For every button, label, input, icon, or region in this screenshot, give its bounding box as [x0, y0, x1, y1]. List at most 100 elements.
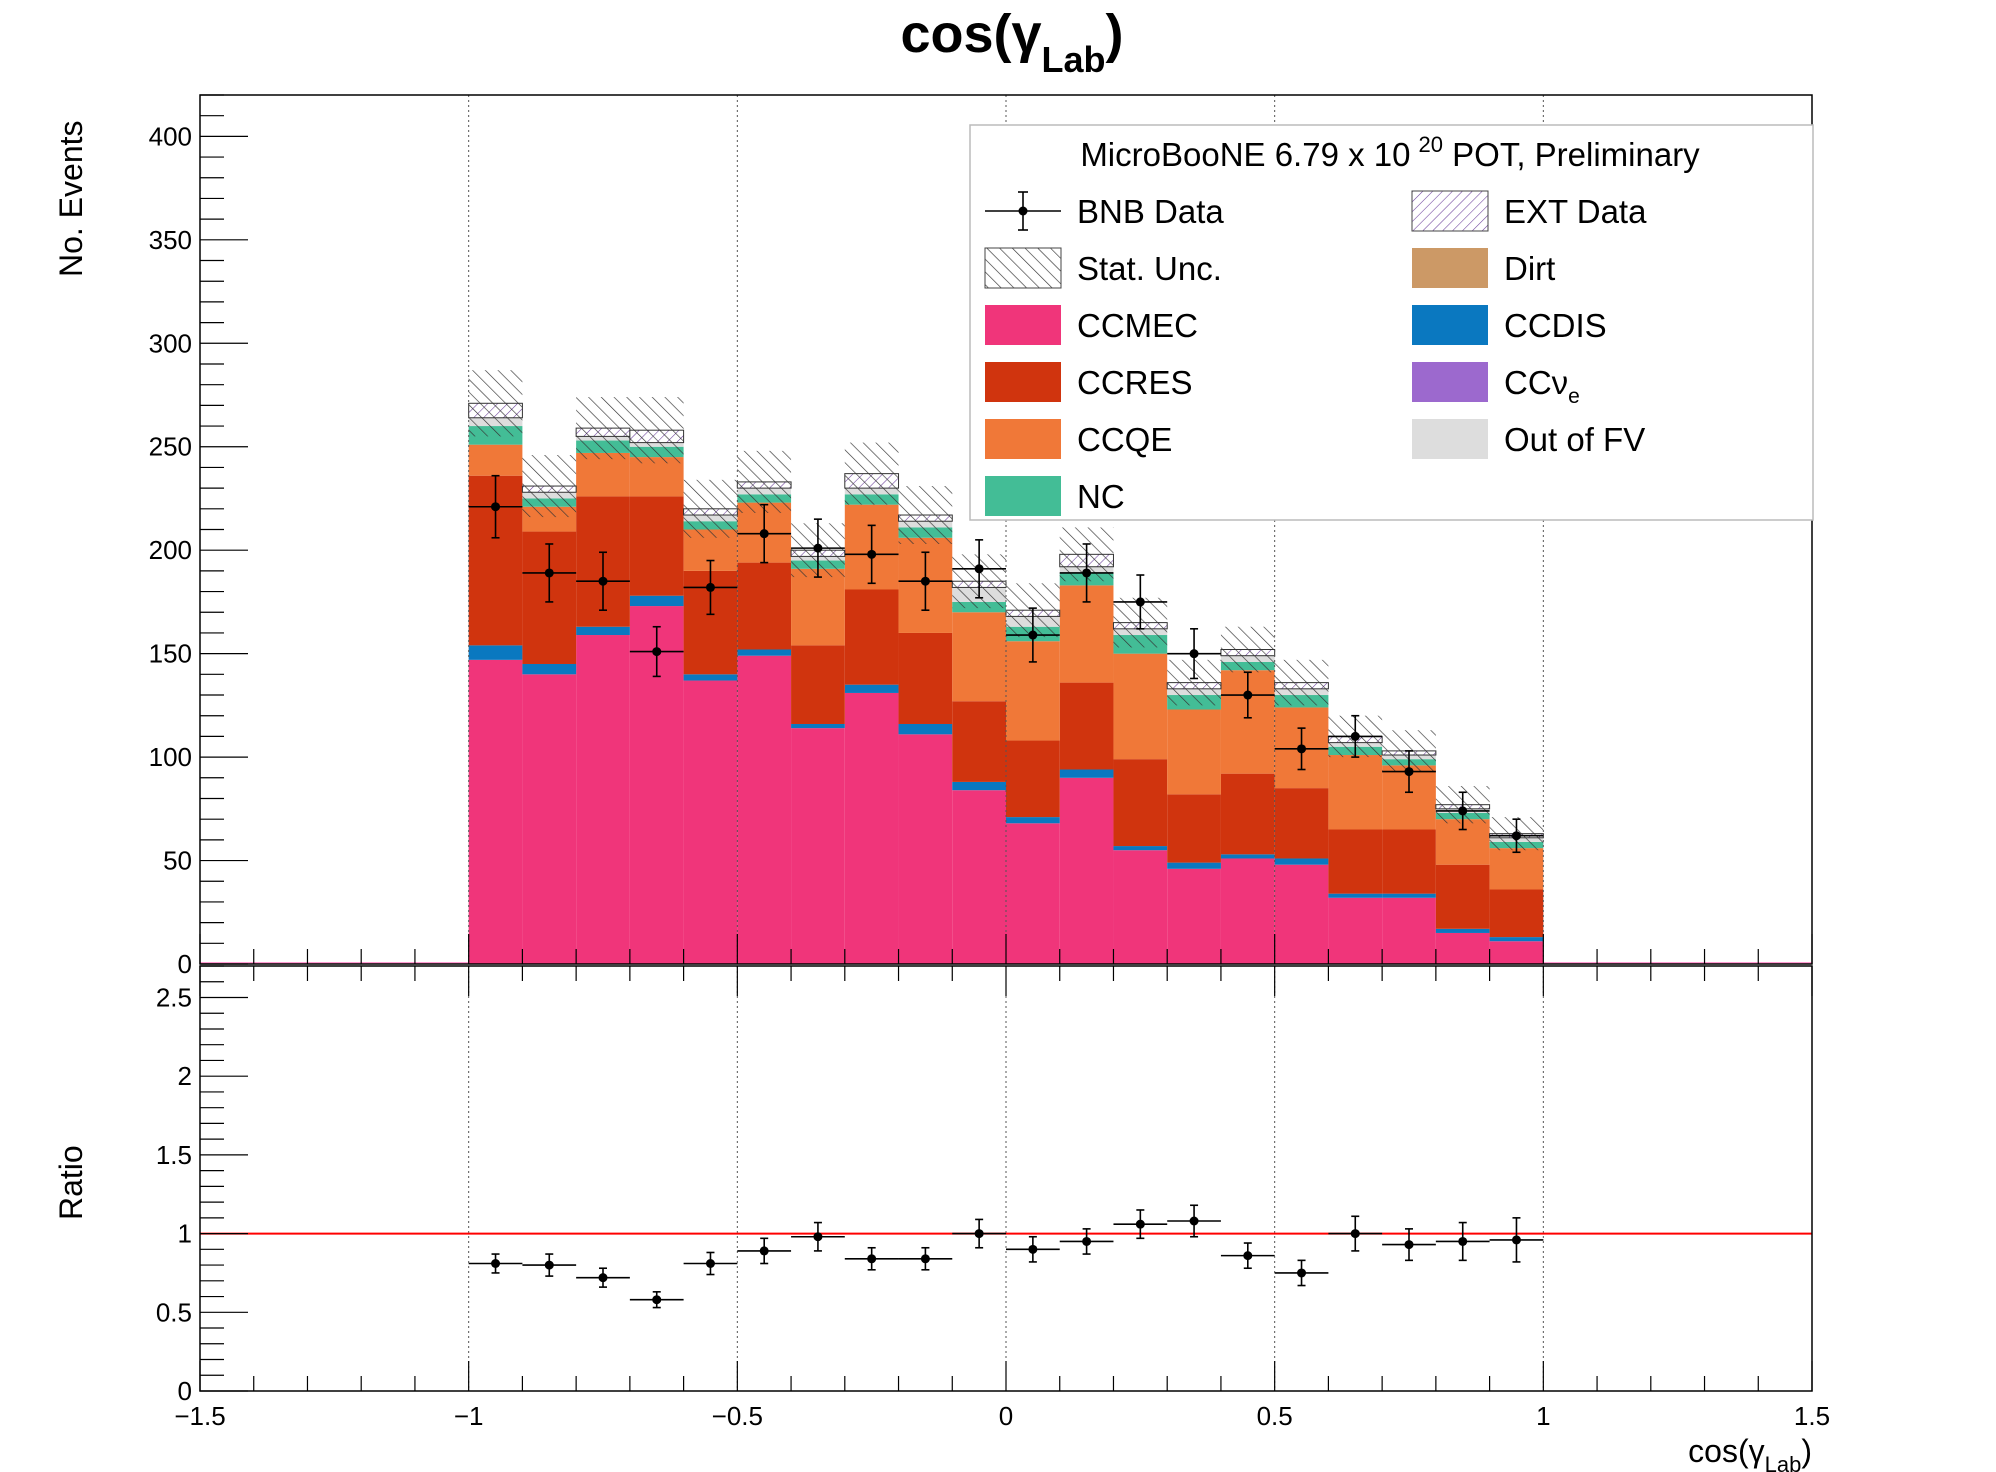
data-point-6 — [791, 518, 845, 578]
legend-label-text-stat: Stat. Unc. — [1077, 250, 1222, 287]
data-marker-18 — [1458, 806, 1468, 816]
bar-ccdis-17 — [1382, 893, 1436, 898]
x-tick-label-0: −1.5 — [174, 1401, 225, 1431]
bar-ccqe-19 — [1489, 848, 1544, 890]
bar-ccdis-12 — [1113, 846, 1168, 851]
data-point-10 — [1006, 607, 1060, 663]
ratio-ytick-label-2: 1 — [178, 1219, 192, 1249]
legend-label-dirt: Dirt — [1504, 250, 1555, 287]
data-point-8 — [898, 551, 953, 611]
legend-label-sub-ccnue: e — [1568, 385, 1580, 408]
bar-ccres-7 — [844, 589, 899, 685]
bar-ccdis-3 — [629, 595, 684, 607]
data-point-11 — [1059, 543, 1114, 603]
x-axis-title: cos(γLab) — [1688, 1433, 1812, 1472]
stat-unc-2 — [576, 397, 630, 460]
legend-swatch-ccdis — [1412, 305, 1488, 345]
bar-ccmec-4 — [683, 680, 738, 964]
data-point-16 — [1328, 714, 1383, 758]
bar-ccmec-18 — [1435, 932, 1490, 964]
bar-ccqe-9 — [952, 612, 1006, 702]
ratio-marker-6 — [813, 1232, 823, 1242]
ratio-point-11 — [1059, 1228, 1114, 1255]
legend-entry-stat: Stat. Unc. — [984, 247, 1222, 289]
bar-ccmec-15 — [1274, 864, 1329, 964]
data-point-2 — [576, 551, 630, 611]
bar-ccdis-14 — [1220, 854, 1275, 859]
main-data-points — [468, 474, 1544, 854]
bar-ccdis-10 — [1006, 817, 1060, 824]
bar-ccdis-5 — [737, 649, 792, 656]
stat-unc-0 — [468, 370, 523, 437]
bar-ccres-12 — [1113, 759, 1168, 847]
legend-entry-nc: NC — [985, 476, 1125, 516]
main-ytick-label-0: 0 — [178, 949, 192, 979]
data-point-14 — [1220, 671, 1275, 719]
bar-ccres-13 — [1167, 794, 1221, 863]
ratio-point-7 — [844, 1246, 899, 1271]
data-marker-14 — [1243, 690, 1253, 700]
bar-ccdis-2 — [576, 626, 630, 636]
bar-ccqe-3 — [629, 457, 684, 497]
ratio-point-6 — [791, 1221, 845, 1252]
bar-ccmec-6 — [791, 728, 845, 964]
bar-ccdis-16 — [1328, 893, 1383, 898]
bar-ccdis-11 — [1059, 769, 1114, 778]
ratio-point-8 — [898, 1246, 953, 1271]
data-marker-9 — [974, 564, 984, 574]
x-tick-label-1: −1 — [454, 1401, 484, 1431]
bar-ccmec-9 — [952, 790, 1006, 964]
data-point-12 — [1113, 574, 1168, 630]
bar-ccdis-19 — [1489, 937, 1544, 942]
x-tick-label-5: 1 — [1536, 1401, 1550, 1431]
ratio-ytick-label-5: 2.5 — [156, 982, 192, 1012]
legend-entry-ccdis: CCDIS — [1412, 305, 1607, 345]
stat-unc-1 — [522, 455, 577, 518]
bar-ccmec-5 — [737, 655, 792, 964]
bar-ccqe-13 — [1167, 709, 1221, 795]
bar-ccmec-11 — [1059, 777, 1114, 964]
ratio-point-16 — [1328, 1215, 1383, 1252]
data-point-17 — [1382, 750, 1436, 794]
data-marker-15 — [1297, 744, 1307, 754]
legend-box — [969, 124, 1814, 521]
ratio-point-17 — [1382, 1228, 1436, 1262]
legend-swatch-dirt — [1412, 248, 1488, 288]
data-marker-11 — [1082, 568, 1092, 578]
legend-marker-dot — [1018, 206, 1028, 216]
legend-entry-data: BNB Data — [985, 191, 1224, 231]
legend-label-text-data: BNB Data — [1077, 193, 1224, 230]
bar-ccdis-7 — [844, 684, 899, 693]
bar-ccdis-9 — [952, 781, 1006, 791]
legend-swatch-ccres — [985, 362, 1061, 402]
legend-label-text-ccres: CCRES — [1077, 364, 1193, 401]
bar-ccdis-15 — [1274, 858, 1329, 865]
legend-label-nc: NC — [1077, 478, 1125, 515]
bar-ccdis-6 — [791, 723, 845, 729]
bar-ccqe-0 — [468, 444, 523, 476]
data-marker-13 — [1189, 649, 1199, 659]
ratio-point-19 — [1489, 1217, 1544, 1263]
stat-unc-8 — [898, 486, 953, 544]
legend-label-text-ext: EXT Data — [1504, 193, 1647, 230]
bar-ccres-5 — [737, 562, 792, 650]
legend-entry-ext: EXT Data — [1411, 190, 1647, 232]
ratio-marker-9 — [974, 1229, 984, 1239]
bar-ccmec-12 — [1113, 850, 1168, 964]
bar-ccmec-16 — [1328, 897, 1383, 964]
data-marker-8 — [920, 576, 930, 586]
legend-label-text-dirt: Dirt — [1504, 250, 1555, 287]
main-ytick-label-6: 300 — [149, 328, 192, 358]
legend-entry-ccnue: CCνe — [1412, 362, 1580, 408]
ratio-point-15 — [1274, 1259, 1329, 1287]
stat-unc-4 — [683, 479, 738, 538]
data-point-15 — [1274, 727, 1329, 771]
ratio-point-5 — [737, 1237, 792, 1265]
bar-ccres-14 — [1220, 773, 1275, 855]
ratio-marker-8 — [920, 1254, 930, 1264]
legend-label-data: BNB Data — [1077, 193, 1224, 230]
bar-ccmec-10 — [1006, 823, 1060, 964]
legend-label-ccres: CCRES — [1077, 364, 1193, 401]
data-marker-4 — [705, 582, 715, 592]
data-marker-2 — [598, 576, 608, 586]
